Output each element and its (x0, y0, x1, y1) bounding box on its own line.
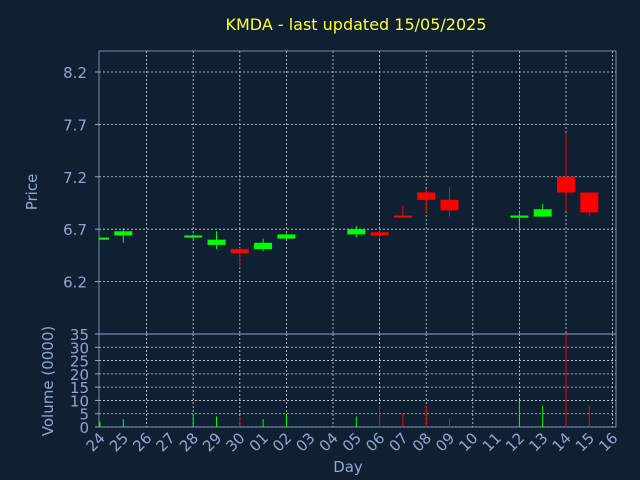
candle-body (254, 242, 273, 250)
y-tick-label: 6.2 (63, 274, 87, 292)
candle-body (417, 192, 436, 200)
candle-body (557, 176, 575, 193)
candle-body (277, 234, 296, 239)
candle-body (510, 215, 529, 218)
candle-body (230, 249, 249, 254)
candle-body (184, 235, 203, 238)
candle-body (114, 231, 133, 236)
y-axis-label: Price (23, 174, 41, 211)
volume-tick-label: 5 (79, 406, 89, 424)
volume-tick-label: 15 (70, 379, 89, 397)
candle-body (207, 239, 226, 245)
y-tick-label: 7.7 (63, 116, 87, 134)
volume-frame (98, 333, 617, 428)
volume-tick-label: 30 (70, 339, 89, 357)
volume-tick-label: 10 (70, 392, 89, 410)
x-axis-label: Day (333, 458, 363, 476)
volume-axis-label: Volume (0000) (39, 326, 57, 436)
volume-tick-label: 0 (79, 419, 89, 437)
candle-body (370, 232, 389, 236)
y-tick-label: 7.2 (63, 169, 87, 187)
candle-body (393, 215, 412, 218)
candle-body (440, 199, 459, 211)
volume-tick-label: 20 (70, 366, 89, 384)
volume-tick-label: 35 (70, 326, 89, 344)
candle-body (347, 229, 366, 235)
y-tick-label: 8.2 (63, 64, 87, 82)
chart-title: KMDA - last updated 15/05/2025 (225, 15, 486, 34)
y-tick-label: 6.7 (63, 221, 87, 239)
candle-body (533, 209, 552, 217)
candle-body (580, 192, 599, 213)
candle-body (99, 237, 109, 240)
volume-tick-label: 25 (70, 353, 89, 371)
